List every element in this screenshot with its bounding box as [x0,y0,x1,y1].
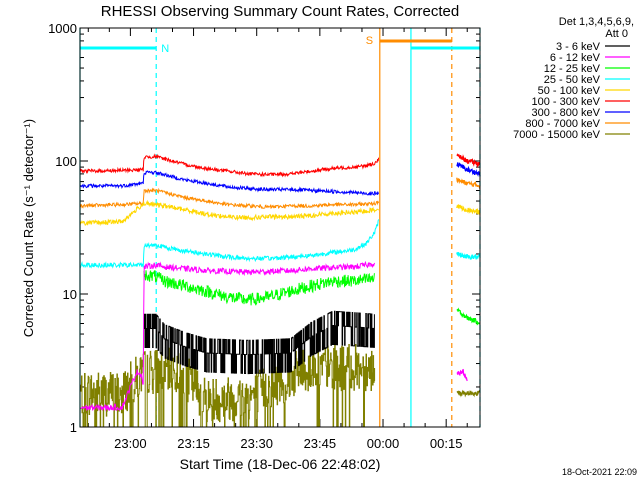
legend-entry: 100 - 300 keV [532,96,601,108]
x-tick-label: 23:15 [177,436,210,451]
post-gap-line [456,162,481,177]
x-tick-label: 23:00 [114,436,147,451]
legend-entry: 25 - 50 keV [544,74,601,86]
flag-label-n: N [161,43,169,55]
series-line [79,170,380,197]
post-gap-line [456,389,481,398]
plot-data: NS [79,28,481,428]
post-gap-line [456,368,468,382]
series-line [144,310,375,375]
series-line [143,269,375,306]
series-traces [79,153,380,428]
post-gap-line [456,153,481,169]
series-line [79,260,376,412]
chart-title: RHESSI Observing Summary Count Rates, Co… [101,3,459,20]
flag-label-s: S [366,35,373,47]
y-tick-label: 10 [63,287,77,302]
x-axis-label: Start Time (18-Dec-06 22:48:02) [180,456,381,472]
series-line [79,153,380,178]
x-tick-label: 23:30 [240,436,273,451]
x-tick-label: 23:45 [304,436,337,451]
plot-frame [79,27,481,428]
x-tick-label: 00:15 [430,436,463,451]
post-gap-line [456,177,481,191]
post-gap-line [456,204,481,215]
series-line [79,187,380,210]
legend-entry: 50 - 100 keV [538,85,601,97]
y-tick-label: 100 [55,154,77,169]
series-line [80,344,376,428]
y-tick-label: 1 [70,420,77,435]
legend-entry: 6 - 12 keV [550,52,601,64]
legend-header: Att 0 [605,28,628,40]
series-line [79,219,380,269]
post-gap-line [456,252,481,260]
plot-axes: 1 10 100 1000 23:00 23:15 23:30 23:45 00:00 00:15 [48,21,480,451]
y-tick-label: 1000 [48,21,77,36]
legend-entry: 12 - 25 keV [544,63,601,75]
y-axis-label: Corrected Count Rate (s⁻¹ detector⁻¹) [21,119,36,337]
series-line [79,199,380,227]
post-gap-line [456,307,481,326]
legend-entry: 800 - 7000 keV [525,118,600,130]
x-tick-label: 00:00 [367,436,400,451]
timestamp: 18-Oct-2021 22:09 [562,467,637,477]
legend-entry: 300 - 800 keV [532,107,601,119]
legend-entry: 7000 - 15000 keV [513,129,601,141]
legend-header: Det 1,3,4,5,6,9, [559,16,634,28]
legend-entry: 3 - 6 keV [556,41,601,53]
